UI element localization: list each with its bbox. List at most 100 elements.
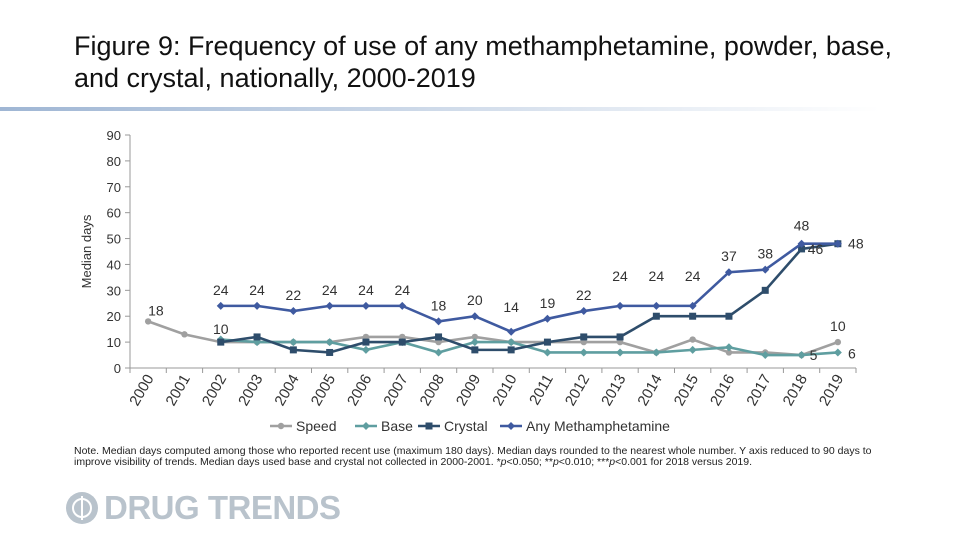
data-label: 24 xyxy=(685,268,701,284)
y-tick-label: 30 xyxy=(107,283,121,298)
data-point-base xyxy=(833,348,842,357)
series-line-crystal xyxy=(220,242,839,354)
data-point-speed xyxy=(834,338,842,346)
data-point-speed xyxy=(435,338,442,346)
chart-title: Figure 9: Frequency of use of any metham… xyxy=(74,31,892,93)
data-label: 24 xyxy=(358,282,374,298)
data-point-crystal xyxy=(289,346,297,354)
data-label: 46 xyxy=(808,241,824,257)
data-point-base xyxy=(761,351,770,360)
data-label: 5 xyxy=(810,347,818,363)
data-point-crystal xyxy=(471,346,479,354)
data-point-any-methamphetamine xyxy=(797,239,806,248)
y-tick-label: 90 xyxy=(107,128,121,143)
data-point-speed xyxy=(689,336,696,343)
x-tick-label: 2005 xyxy=(308,372,339,409)
data-point-base xyxy=(652,348,661,357)
data-point-crystal xyxy=(362,338,370,346)
legend-marker-crystal xyxy=(425,422,433,430)
data-point-crystal xyxy=(507,346,515,354)
x-tick-label: 2012 xyxy=(562,372,593,409)
data-point-speed xyxy=(616,338,624,346)
data-point-base xyxy=(616,348,625,357)
x-tick-label: 2010 xyxy=(489,372,520,409)
data-point-any-methamphetamine xyxy=(688,301,697,310)
x-tick-label: 2009 xyxy=(453,372,484,409)
data-point-any-methamphetamine xyxy=(543,314,552,323)
data-point-crystal xyxy=(435,333,443,341)
y-tick-label: 80 xyxy=(107,154,121,169)
data-point-any-methamphetamine xyxy=(398,301,407,310)
data-point-crystal xyxy=(725,312,733,320)
data-label: 18 xyxy=(431,297,447,313)
data-point-crystal xyxy=(580,333,588,341)
x-tick-label: 2003 xyxy=(235,372,266,409)
data-point-base xyxy=(289,338,298,347)
x-tick-label: 2018 xyxy=(780,372,811,409)
y-tick-label: 10 xyxy=(107,335,121,350)
data-label: 24 xyxy=(649,268,665,284)
legend-label-base: Base xyxy=(381,418,413,434)
x-tick-label: 2013 xyxy=(598,372,629,409)
data-label: 18 xyxy=(148,302,164,318)
data-point-any-methamphetamine xyxy=(761,265,770,274)
data-label: 24 xyxy=(322,282,338,298)
data-point-any-methamphetamine xyxy=(470,312,479,321)
data-point-speed xyxy=(471,333,479,341)
data-point-crystal xyxy=(543,338,551,346)
data-point-any-methamphetamine xyxy=(652,301,661,310)
data-point-base xyxy=(543,348,552,357)
data-point-any-methamphetamine xyxy=(833,239,842,248)
series-line-any-methamphetamine xyxy=(220,242,838,334)
y-axis-label: Median days xyxy=(79,214,94,288)
note-sig2: <0.010; *** xyxy=(558,456,610,468)
data-point-any-methamphetamine xyxy=(325,301,334,310)
data-label: 6 xyxy=(848,345,856,361)
note-p1: p xyxy=(500,456,507,468)
x-tick-label: 2015 xyxy=(671,372,702,409)
data-point-any-methamphetamine xyxy=(507,327,516,336)
data-point-any-methamphetamine xyxy=(216,301,225,310)
data-point-crystal xyxy=(616,333,624,341)
data-point-crystal xyxy=(217,338,225,346)
data-point-crystal xyxy=(652,312,660,320)
data-label: 10 xyxy=(830,318,846,334)
legend-marker-base xyxy=(362,422,370,430)
y-tick-label: 60 xyxy=(107,206,121,221)
data-point-any-methamphetamine xyxy=(434,317,443,326)
data-point-base xyxy=(797,351,806,360)
note-sig1: <0.050; ** xyxy=(506,456,553,468)
x-tick-label: 2001 xyxy=(163,372,194,409)
data-point-base xyxy=(688,345,697,354)
title-underline xyxy=(0,107,880,111)
y-tick-label: 40 xyxy=(107,257,121,272)
y-tick-label: 50 xyxy=(107,232,121,247)
data-point-speed xyxy=(181,331,188,338)
data-point-speed xyxy=(725,349,733,356)
data-point-speed xyxy=(362,333,370,341)
data-label: 24 xyxy=(249,282,265,298)
x-tick-label: 2008 xyxy=(417,372,448,409)
chart-note: Note. Median days computed among those w… xyxy=(74,445,872,468)
x-tick-label: 2017 xyxy=(743,372,774,409)
data-point-any-methamphetamine xyxy=(361,301,370,310)
data-point-crystal xyxy=(689,312,697,320)
data-label: 48 xyxy=(794,218,810,234)
data-point-base xyxy=(434,348,443,357)
drug-trends-logo: DRUG TRENDS xyxy=(66,489,341,526)
note-p3: p xyxy=(609,456,616,468)
x-tick-label: 2004 xyxy=(271,372,302,409)
data-label: 48 xyxy=(848,236,864,252)
data-label: 10 xyxy=(213,321,229,337)
legend-label-any-methamphetamine: Any Methamphetamine xyxy=(526,418,670,434)
data-point-speed xyxy=(144,318,152,325)
y-tick-label: 0 xyxy=(114,361,121,376)
data-point-any-methamphetamine xyxy=(253,301,262,310)
x-tick-label: 2000 xyxy=(126,372,157,409)
legend-marker-speed xyxy=(277,422,285,430)
data-point-any-methamphetamine xyxy=(616,301,625,310)
data-label: 24 xyxy=(213,282,229,298)
data-label: 24 xyxy=(394,282,410,298)
x-tick-label: 2011 xyxy=(526,372,557,408)
